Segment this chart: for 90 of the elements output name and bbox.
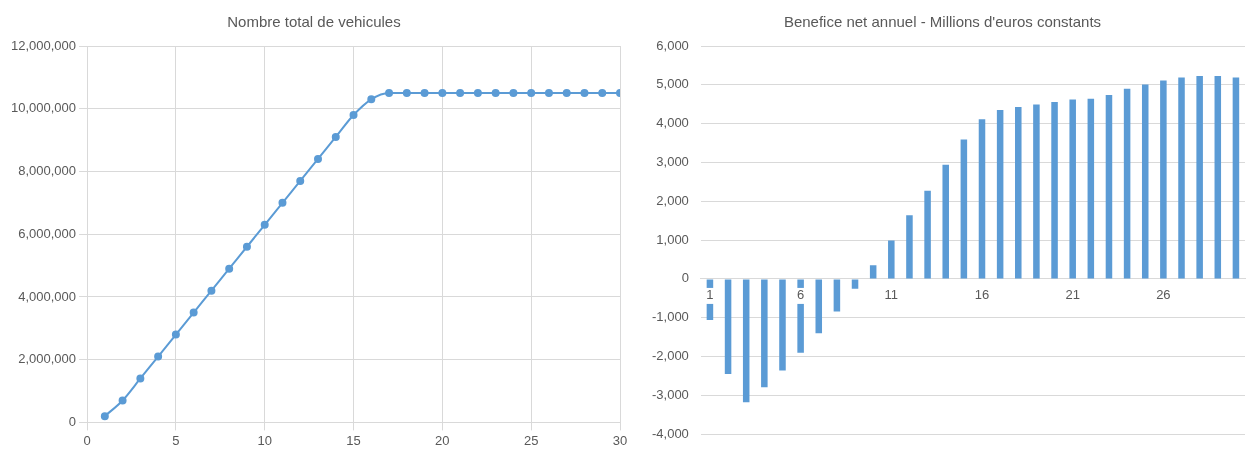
y-tick-label: 0 xyxy=(68,413,77,429)
y-tick-label: 6,000 xyxy=(656,37,689,53)
x-tick-label: 1 xyxy=(706,287,714,302)
x-tick-label: 16 xyxy=(974,287,990,302)
point xyxy=(402,89,411,98)
bar xyxy=(1214,75,1222,279)
point xyxy=(260,220,269,229)
bar xyxy=(1015,106,1022,279)
x-tick-label: 26 xyxy=(1156,287,1171,302)
point xyxy=(154,352,163,361)
y-tick-label: 2,000 xyxy=(656,192,689,208)
point xyxy=(278,198,287,207)
point xyxy=(598,89,607,98)
bar xyxy=(1160,80,1167,279)
bar xyxy=(1087,98,1095,279)
y-tick-label: -4,000 xyxy=(651,425,689,441)
point xyxy=(473,89,482,98)
point xyxy=(438,89,447,98)
bar xyxy=(1178,77,1185,279)
point xyxy=(100,412,109,421)
point xyxy=(367,95,376,104)
y-tick-label: 1,000 xyxy=(656,231,689,247)
x-tick-label: 15 xyxy=(346,432,361,448)
x-tick-label: 11 xyxy=(884,287,899,302)
x-tick-label: 30 xyxy=(612,432,628,448)
bar xyxy=(1232,77,1240,279)
bar xyxy=(833,279,841,312)
point xyxy=(491,89,500,98)
point xyxy=(562,89,571,98)
point xyxy=(296,176,305,185)
bar xyxy=(978,119,986,279)
bar xyxy=(906,215,913,279)
bar xyxy=(761,279,768,388)
point xyxy=(242,242,251,251)
x-tick-label: 5 xyxy=(172,432,180,448)
bar xyxy=(815,279,823,334)
bar xyxy=(960,139,968,279)
y-tick-label: -2,000 xyxy=(651,348,689,364)
point xyxy=(314,154,322,163)
bar xyxy=(779,279,786,371)
point xyxy=(420,89,429,98)
y-tick-label: 6,000,000 xyxy=(18,225,77,241)
bar xyxy=(1123,88,1131,279)
point xyxy=(385,89,394,98)
y-tick-label: 5,000 xyxy=(656,76,689,92)
bar xyxy=(1196,75,1203,279)
point xyxy=(189,308,198,317)
bar xyxy=(1141,84,1149,279)
point xyxy=(456,89,465,98)
chart-title: Benefice net annuel - Millions d'euros constants xyxy=(783,13,1102,31)
y-tick-label: 4,000,000 xyxy=(18,288,77,304)
x-tick-label: 10 xyxy=(257,432,272,448)
point xyxy=(118,396,127,405)
bar xyxy=(742,279,750,403)
x-tick-label: 20 xyxy=(435,432,450,448)
point xyxy=(171,330,180,339)
bar xyxy=(1051,101,1058,279)
point xyxy=(136,374,145,383)
y-tick-label: 0 xyxy=(681,270,689,286)
y-tick-label: -3,000 xyxy=(651,386,689,402)
bar xyxy=(942,164,949,279)
x-tick-label: 21 xyxy=(1065,287,1080,302)
point xyxy=(331,132,340,141)
y-tick-label: 4,000 xyxy=(656,115,689,131)
bar xyxy=(996,110,1004,279)
x-tick-label: 0 xyxy=(83,432,91,448)
bar xyxy=(851,279,859,289)
point xyxy=(349,111,358,120)
y-tick-label: 10,000,000 xyxy=(10,100,77,116)
bar xyxy=(888,240,895,279)
point xyxy=(509,89,518,98)
y-tick-label: 3,000 xyxy=(656,154,689,170)
bar xyxy=(924,190,931,279)
bar xyxy=(869,265,877,279)
chart-title: Nombre total de vehicules xyxy=(227,13,401,31)
x-tick-label: 6 xyxy=(797,287,805,302)
y-tick-label: 12,000,000 xyxy=(10,37,77,53)
point xyxy=(544,89,553,98)
bar xyxy=(1105,94,1113,279)
point xyxy=(207,286,216,295)
bar xyxy=(724,279,732,375)
bar xyxy=(1069,99,1076,279)
point xyxy=(527,89,536,98)
bar xyxy=(1033,104,1040,279)
point xyxy=(580,89,589,98)
y-tick-label: 8,000,000 xyxy=(18,163,77,179)
y-tick-label: 2,000,000 xyxy=(18,351,77,367)
point xyxy=(225,264,234,273)
y-tick-label: -1,000 xyxy=(651,309,689,325)
x-tick-label: 25 xyxy=(523,432,539,448)
